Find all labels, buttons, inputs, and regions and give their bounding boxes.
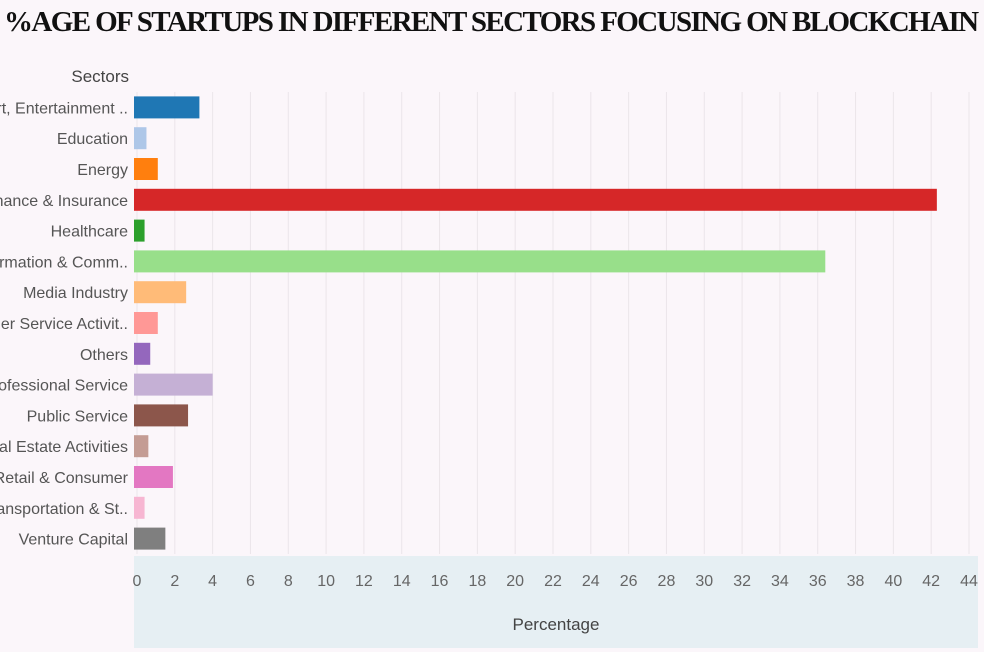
bar (134, 219, 145, 242)
x-tick-label: 22 (544, 573, 562, 590)
x-tick-label: 4 (208, 573, 217, 590)
bar (134, 404, 189, 427)
x-tick-label: 12 (355, 573, 373, 590)
x-tick-label: 2 (170, 573, 179, 590)
x-tick-label: 30 (695, 573, 713, 590)
category-label: Real Estate Activities (0, 439, 128, 456)
x-tick-label: 28 (658, 573, 676, 590)
chart-title: %AGE OF STARTUPS IN DIFFERENT SECTORS FO… (4, 6, 979, 38)
bar (134, 188, 937, 211)
category-label: Retail & Consumer (0, 470, 129, 487)
x-axis-title: Percentage (513, 615, 600, 634)
x-tick-label: 38 (847, 573, 865, 590)
category-label: Finance & Insurance (0, 193, 128, 210)
x-tick-label: 0 (133, 573, 142, 590)
x-tick-label: 14 (393, 573, 411, 590)
x-tick-label: 26 (620, 573, 638, 590)
x-tick-label: 42 (922, 573, 940, 590)
x-tick-label: 44 (960, 573, 978, 590)
category-labels: Art, Entertainment .. Education Energy Fina… (0, 100, 129, 548)
x-tick-label: 32 (733, 573, 751, 590)
category-label: Art, Entertainment .. (0, 100, 128, 117)
x-tick-label: 8 (284, 573, 293, 590)
category-label: Healthcare (51, 224, 128, 241)
x-tick-label: 10 (317, 573, 335, 590)
x-tick-label: 20 (506, 573, 524, 590)
category-label: Information & Comm.. (0, 254, 128, 271)
x-tick-label: 24 (582, 573, 600, 590)
x-tick-label: 18 (468, 573, 486, 590)
category-label: Public Service (27, 408, 128, 425)
category-label: Energy (77, 162, 128, 179)
bar (134, 373, 213, 396)
category-label: Education (57, 131, 128, 148)
category-label: Professional Service (0, 378, 128, 395)
category-label: Venture Capital (19, 532, 128, 549)
x-axis-band (134, 556, 978, 648)
x-tick-label: 40 (884, 573, 902, 590)
bar (134, 496, 145, 519)
bar (134, 312, 158, 334)
x-tick-label: 16 (431, 573, 449, 590)
x-tick-labels: 0 2 4 6 8 10 12 14 16 18 20 22 24 26 28 30 32 34 36 38 40 42 4… (133, 573, 978, 590)
category-label: Other Service Activit.. (0, 316, 128, 333)
bar (134, 435, 149, 458)
bar (134, 281, 187, 304)
y-axis-title: Sectors (71, 67, 129, 86)
bar (134, 342, 151, 365)
gridlines (136, 92, 970, 554)
category-label: Media Industry (23, 285, 128, 302)
category-label: Others (80, 347, 128, 364)
category-label: Transportation & St.. (0, 501, 128, 518)
bars (134, 96, 937, 550)
bar (134, 127, 147, 150)
bar (134, 527, 166, 550)
bar (134, 466, 173, 488)
x-tick-label: 6 (246, 573, 255, 590)
x-tick-label: 34 (771, 573, 789, 590)
bar (134, 96, 200, 119)
x-tick-label: 36 (809, 573, 827, 590)
bar (134, 250, 826, 273)
bar (134, 158, 158, 180)
